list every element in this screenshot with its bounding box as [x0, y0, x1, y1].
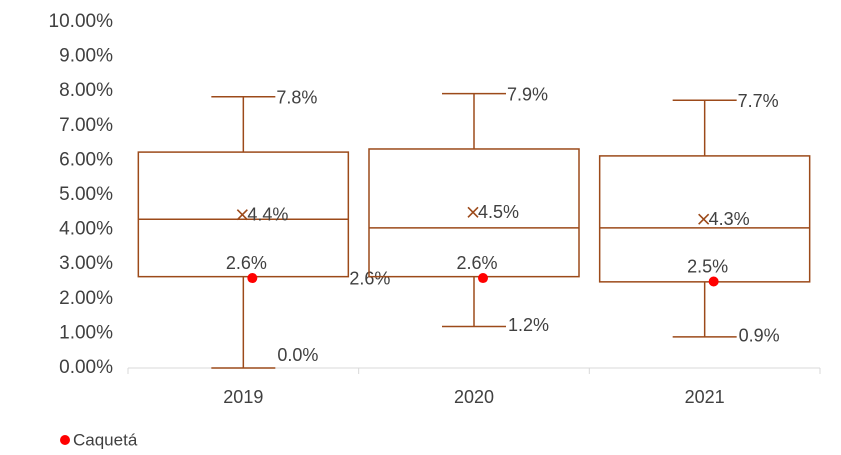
mean-marker — [698, 213, 710, 225]
point — [708, 276, 719, 287]
mean-label: 4.5% — [478, 202, 519, 222]
point-label: 2.6% — [226, 253, 267, 273]
y-tick-label: 2.00% — [59, 288, 113, 309]
point-label: 2.5% — [687, 256, 728, 276]
x-tick-label: 2020 — [454, 387, 494, 407]
x-tick-label: 2021 — [685, 387, 725, 407]
y-tick-label: 10.00% — [49, 11, 114, 32]
q1-label: 2.6% — [349, 268, 390, 288]
point — [247, 273, 258, 284]
y-tick-label: 0.00% — [59, 357, 113, 378]
y-tick-label: 3.00% — [59, 253, 113, 274]
max-label: 7.7% — [738, 91, 779, 111]
mean-marker — [236, 209, 248, 221]
y-tick-label: 9.00% — [59, 46, 113, 67]
mean-marker — [467, 206, 479, 218]
mean-label: 4.3% — [709, 209, 750, 229]
min-label: 1.2% — [508, 315, 549, 335]
y-tick-label: 4.00% — [59, 219, 113, 240]
box — [598, 155, 811, 283]
y-tick-label: 6.00% — [59, 149, 113, 170]
min-label: 0.9% — [739, 326, 780, 346]
box — [368, 148, 580, 278]
point — [478, 273, 488, 284]
max-label: 7.9% — [507, 84, 548, 104]
mean-label: 4.4% — [247, 204, 288, 224]
legend-label: Caquetá — [73, 430, 138, 449]
y-tick-label: 5.00% — [59, 184, 113, 205]
min-label: 0.0% — [277, 345, 318, 365]
max-label: 7.8% — [276, 87, 317, 107]
legend-marker — [60, 435, 70, 445]
point-label: 2.6% — [456, 253, 497, 273]
y-tick-label: 8.00% — [59, 80, 113, 101]
x-tick-label: 2019 — [223, 387, 263, 407]
box — [137, 151, 350, 278]
y-tick-label: 7.00% — [59, 115, 113, 136]
y-tick-label: 1.00% — [59, 322, 113, 343]
